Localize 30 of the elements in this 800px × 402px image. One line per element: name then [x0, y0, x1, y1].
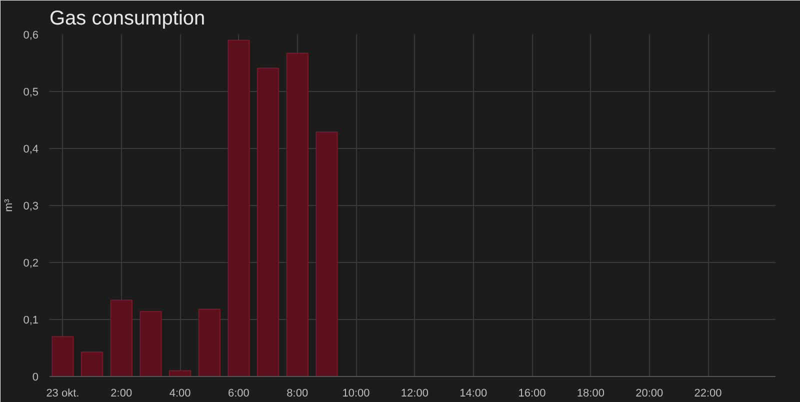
bar	[286, 52, 308, 376]
x-tick-label: 23 okt.	[46, 388, 80, 400]
y-tick-label: 0,5	[23, 86, 39, 98]
x-tick-label: 16:00	[518, 388, 546, 400]
y-tick-label: 0,4	[23, 144, 39, 156]
bar	[52, 336, 74, 376]
x-tick-label: 2:00	[110, 388, 132, 400]
bar	[228, 40, 250, 376]
bar	[140, 311, 162, 376]
chart-title: Gas consumption	[50, 8, 206, 30]
y-axis-title: m³	[3, 198, 16, 212]
bar	[256, 68, 280, 376]
x-tick-label: 4:00	[169, 388, 191, 400]
bar	[80, 351, 104, 376]
x-tick-label: 6:00	[228, 388, 250, 400]
y-tick-label: 0,2	[23, 258, 39, 270]
x-tick-label: 8:00	[286, 388, 308, 400]
y-tick-label: 0,3	[23, 200, 39, 212]
x-tick-label: 22:00	[694, 388, 722, 400]
x-tick-label: 18:00	[576, 388, 604, 400]
x-tick-label: 20:00	[636, 388, 664, 400]
bar	[316, 131, 338, 376]
x-tick-label: 14:00	[460, 388, 488, 400]
y-tick-label: 0	[32, 372, 39, 384]
bar	[198, 308, 220, 376]
y-tick-label: 0,1	[23, 314, 39, 326]
x-tick-label: 10:00	[342, 388, 370, 400]
bar	[110, 300, 132, 376]
y-tick-label: 0,6	[23, 30, 39, 42]
x-tick-label: 12:00	[400, 388, 428, 400]
